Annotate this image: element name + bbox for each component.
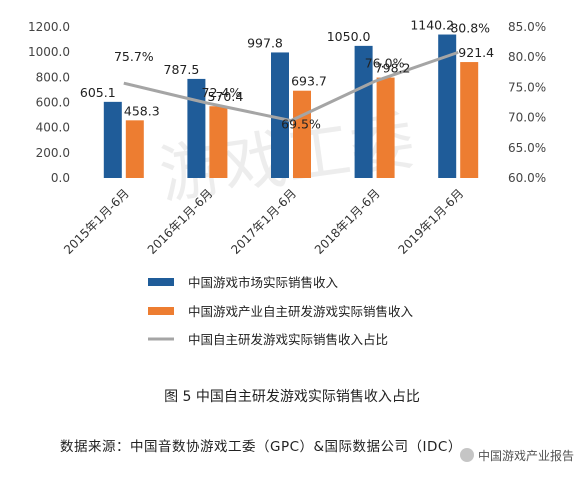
y-right-tick-label: 60.0% — [508, 171, 546, 185]
line-value-label: 69.5% — [281, 117, 321, 132]
bar-value-label: 921.4 — [458, 45, 494, 60]
bar-value-label: 787.5 — [164, 62, 200, 77]
y-left-tick-label: 200.0 — [36, 146, 70, 160]
y-right-tick-label: 80.0% — [508, 50, 546, 64]
bar-self-developed-revenue — [125, 120, 144, 178]
y-right-tick-label: 65.0% — [508, 141, 546, 155]
bar-market-revenue — [438, 34, 457, 178]
line-self-developed-share — [123, 50, 459, 123]
line-value-label: 75.7% — [114, 49, 154, 64]
brand-watermark-text: 中国游戏产业报告 — [477, 449, 574, 463]
legend-label: 中国自主研发游戏实际销售收入占比 — [188, 332, 388, 347]
bar-value-label: 693.7 — [291, 74, 327, 89]
bar-value-label: 1140.2 — [410, 18, 454, 33]
line-value-label: 80.8% — [450, 20, 490, 35]
y-left-tick-label: 600.0 — [36, 96, 70, 110]
figure-caption: 图 5 中国自主研发游戏实际销售收入占比 — [164, 389, 420, 405]
bar-market-revenue — [354, 45, 373, 178]
bar-self-developed-revenue — [376, 77, 395, 178]
bar-market-revenue — [271, 52, 289, 179]
bar-value-label: 997.8 — [247, 35, 283, 50]
bar-value-label: 570.4 — [208, 89, 244, 104]
bar-self-developed-revenue — [209, 106, 228, 178]
legend-label: 中国游戏市场实际销售收入 — [188, 275, 339, 290]
legend-swatch — [148, 307, 174, 315]
data-source: 数据来源：中国音数协游戏工委（GPC）&国际数据公司（IDC） — [60, 439, 462, 455]
line-value-label: 72.4% — [202, 85, 242, 100]
x-category-label: 2015年1月-6月 — [61, 186, 132, 257]
x-category-label: 2019年1月-6月 — [396, 186, 467, 257]
y-right-tick-label: 70.0% — [508, 111, 546, 125]
y-left-tick-label: 0.0 — [51, 171, 70, 185]
bar-market-revenue — [187, 78, 206, 178]
legend-label: 中国游戏产业自主研发游戏实际销售收入 — [188, 304, 414, 319]
bar-self-developed-revenue — [293, 90, 311, 178]
chart: 游戏工委 0.0200.0400.0600.0800.01000.01200.0… — [28, 18, 546, 347]
y-left-tick-label: 800.0 — [36, 70, 70, 84]
bar-market-revenue — [103, 101, 122, 178]
y-right-tick-label: 85.0% — [508, 20, 546, 34]
y-left-tick-label: 1200.0 — [28, 20, 70, 34]
y-left-tick-label: 1000.0 — [28, 45, 70, 59]
bar-value-label: 798.2 — [375, 61, 411, 76]
bar-value-label: 458.3 — [124, 103, 160, 118]
brand-watermark: 中国游戏产业报告 — [459, 447, 574, 464]
wechat-icon — [459, 448, 474, 462]
legend-swatch — [148, 278, 174, 286]
line-value-label: 76.0% — [365, 55, 405, 70]
bar-self-developed-revenue — [460, 62, 479, 178]
y-left-tick-label: 400.0 — [36, 121, 70, 135]
bar-value-label: 1050.0 — [327, 29, 371, 44]
bar-value-label: 605.1 — [80, 85, 116, 100]
y-right-tick-label: 75.0% — [508, 80, 546, 94]
x-category-label: 2018年1月-6月 — [312, 186, 383, 257]
